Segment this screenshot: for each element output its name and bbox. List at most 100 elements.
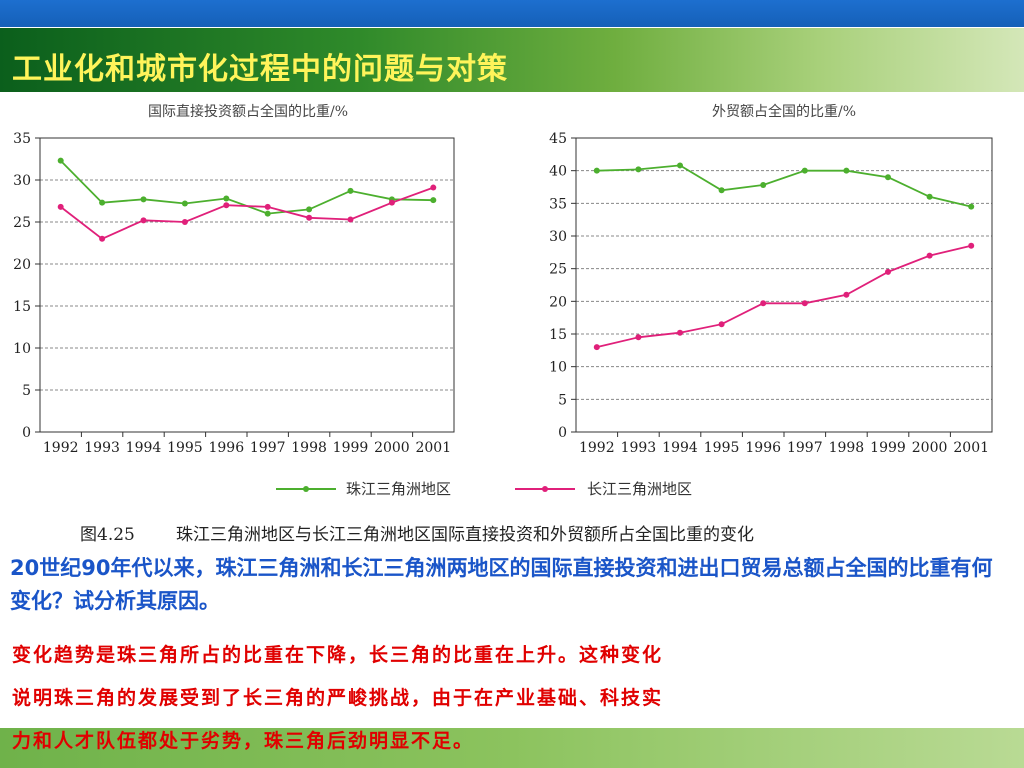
legend-marker-yangtze (542, 486, 548, 492)
data-point (430, 184, 437, 191)
y-tick-label: 0 (558, 425, 567, 441)
x-tick-label: 1993 (621, 440, 657, 456)
data-point (843, 291, 850, 298)
x-tick-label: 1998 (291, 440, 327, 456)
data-point (593, 344, 600, 351)
data-point (223, 195, 230, 202)
top-blue-bar (0, 0, 1024, 27)
y-tick-label: 10 (549, 360, 567, 376)
y-tick-label: 5 (558, 392, 567, 408)
x-tick-label: 2001 (415, 440, 451, 456)
series-line (596, 164, 972, 208)
data-point (99, 199, 106, 206)
series-line (596, 244, 972, 348)
series-line (60, 186, 434, 240)
legend-label-pearl: 珠江三角洲地区 (346, 480, 451, 498)
trade-share-chart: 外贸额占全国的比重/% 0 5 10 15 20 25 30 35 40 45 1992 1993 199… (549, 103, 993, 456)
data-point (926, 252, 933, 259)
data-point (760, 300, 767, 307)
data-point (968, 242, 975, 249)
x-tick-label: 1992 (579, 440, 615, 456)
figure-caption-text: 珠江三角洲地区与长江三角洲地区国际直接投资和外贸额所占全国比重的变化 (176, 525, 754, 545)
y-tick-label: 25 (13, 215, 31, 231)
x-tick-label: 1996 (208, 440, 244, 456)
x-tick-label: 2000 (374, 440, 410, 456)
legend-marker-pearl (303, 486, 309, 492)
x-tick-label: 1997 (787, 440, 823, 456)
chart-title: 外贸额占全国的比重/% (712, 103, 856, 120)
y-tick-label: 35 (549, 196, 567, 212)
data-point (306, 214, 313, 221)
plot-frame (575, 137, 993, 433)
y-tick-label: 15 (549, 327, 567, 343)
x-tick-label: 1994 (662, 440, 698, 456)
y-tick-label: 5 (22, 383, 31, 399)
data-point (677, 162, 683, 169)
data-point (926, 193, 933, 200)
y-tick-label: 10 (13, 341, 31, 357)
plot-frame (39, 137, 455, 433)
x-tick-label: 1994 (126, 440, 162, 456)
data-point (843, 167, 850, 174)
data-point (57, 203, 64, 210)
answer-line: 说明珠三角的发展受到了长三角的严峻挑战，由于在产业基础、科技实 (12, 687, 664, 709)
data-point (430, 197, 437, 204)
bottom-banner (0, 728, 1024, 768)
data-point (593, 167, 600, 174)
data-point (885, 268, 891, 275)
x-tick-label: 2001 (953, 440, 989, 456)
x-tick-label: 1999 (333, 440, 369, 456)
legend-label-yangtze: 长江三角洲地区 (587, 480, 692, 498)
figure-area: 国际直接投资额占全国的比重/% 0 5 10 15 20 25 30 35 1992 1993 199… (0, 92, 1024, 548)
data-point (181, 219, 188, 225)
y-tick-label: 15 (13, 299, 31, 315)
data-point (801, 300, 808, 307)
data-point (347, 187, 354, 194)
y-tick-label: 20 (549, 294, 567, 310)
data-point (140, 217, 147, 224)
y-tick-label: 0 (22, 425, 31, 441)
x-tick-label: 1998 (829, 440, 865, 456)
fdi-share-chart: 国际直接投资额占全国的比重/% 0 5 10 15 20 25 30 35 1992 1993 199… (13, 103, 455, 456)
x-tick-label: 1995 (167, 440, 203, 456)
figure-caption-number: 图4.25 (80, 525, 135, 545)
y-tick-label: 20 (13, 257, 31, 273)
x-tick-label: 1997 (250, 440, 286, 456)
data-point (181, 200, 188, 207)
x-tick-label: 1999 (870, 440, 906, 456)
data-point (718, 187, 725, 194)
x-tick-label: 1993 (84, 440, 120, 456)
data-point (347, 216, 354, 223)
data-point (635, 166, 642, 173)
y-tick-label: 30 (13, 173, 31, 189)
y-tick-label: 30 (549, 229, 567, 245)
x-tick-label: 1996 (745, 440, 781, 456)
data-point (223, 202, 230, 209)
answer-text: 变化趋势是珠三角所占的比重在下降，长三角的比重在上升。这种变化 说明珠三角的发展… (12, 634, 1012, 763)
data-point (801, 167, 808, 174)
data-point (635, 334, 642, 341)
data-point (306, 206, 313, 213)
figure-svg: 国际直接投资额占全国的比重/% 0 5 10 15 20 25 30 35 1992 1993 199… (13, 103, 993, 545)
data-point (264, 210, 271, 217)
x-tick-label: 2000 (912, 440, 948, 456)
question-text: 20世纪90年代以来，珠江三角洲和长江三角洲两地区的国际直接投资和进出口贸易总额… (10, 556, 993, 613)
answer-line: 变化趋势是珠三角所占的比重在下降，长三角的比重在上升。这种变化 (12, 644, 664, 666)
data-point (677, 329, 683, 336)
legend: 珠江三角洲地区 长江三角洲地区 (276, 480, 692, 498)
data-point (968, 203, 975, 210)
answer-line: 力和人才队伍都处于劣势，珠三角后劲明显不足。 (12, 730, 475, 752)
data-point (760, 182, 767, 189)
y-tick-label: 25 (549, 262, 567, 278)
data-point (264, 203, 271, 210)
x-tick-label: 1992 (43, 440, 79, 456)
data-point (140, 196, 147, 203)
title-banner (0, 28, 1024, 92)
x-tick-label: 1995 (704, 440, 740, 456)
y-tick-label: 45 (549, 131, 567, 147)
data-point (388, 199, 395, 206)
data-point (885, 174, 891, 181)
y-tick-label: 40 (549, 164, 567, 180)
y-tick-label: 35 (13, 131, 31, 147)
chart-title: 国际直接投资额占全国的比重/% (148, 103, 348, 120)
